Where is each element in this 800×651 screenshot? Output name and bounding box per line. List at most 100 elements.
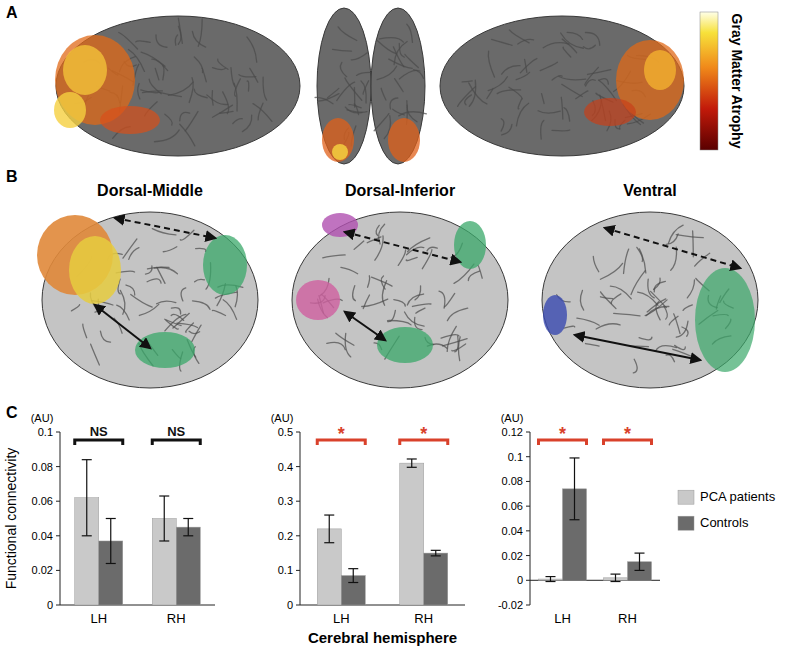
error-bar-stem — [639, 553, 640, 570]
error-bar — [407, 459, 417, 467]
y-tick-label: 0.1 — [278, 564, 293, 576]
brain-sulcus — [601, 292, 616, 309]
brain-sulcus — [559, 77, 586, 80]
brain-sulcus — [129, 248, 139, 260]
brain-sulcus — [564, 108, 570, 121]
brain-sulcus — [247, 37, 257, 62]
brain-region — [63, 45, 107, 95]
error-bar-cap — [159, 495, 169, 496]
brain-sulcus — [580, 290, 583, 310]
brain-sulcus — [377, 66, 396, 79]
brain-sulcus — [156, 35, 167, 47]
error-bar — [82, 460, 92, 536]
error-bar-stem — [86, 460, 87, 536]
brain-region — [695, 268, 755, 372]
error-bar-cap — [611, 574, 621, 575]
brain-sulcus — [516, 103, 528, 126]
brain-sulcus — [196, 248, 206, 251]
brain-sulcus — [381, 276, 385, 289]
error-bar-cap — [348, 582, 358, 583]
brain-sulcus — [676, 321, 688, 337]
brain-sulcus — [338, 27, 357, 41]
brain-sulcus — [408, 238, 430, 252]
y-tick-label: 0.08 — [502, 475, 523, 487]
x-tick-label: RH — [414, 611, 433, 626]
significance-label: * — [559, 424, 566, 444]
error-bar-cap — [183, 518, 193, 519]
brain-region — [644, 50, 676, 90]
error-bar — [611, 574, 621, 581]
significance-label: * — [338, 424, 345, 444]
connection-arrow — [115, 218, 215, 238]
brain-sulcus — [91, 344, 100, 365]
error-bar-cap — [324, 542, 334, 543]
brain-sulcus — [394, 42, 407, 65]
brain-sulcus — [406, 257, 417, 260]
unit-label: (AU) — [31, 412, 54, 424]
brain-sulcus — [218, 59, 228, 69]
brain-sulcus — [186, 323, 194, 332]
brain-sulcus — [154, 130, 179, 142]
error-bar-stem — [550, 577, 551, 582]
brain-sulcus — [671, 247, 677, 270]
error-bar-stem — [435, 550, 436, 556]
brain-sulcus — [341, 267, 358, 273]
brain-sulcus — [157, 267, 165, 283]
brain-sulcus — [340, 62, 346, 76]
error-bar — [635, 553, 645, 570]
brain-sulcus — [562, 84, 583, 96]
brain-sulcus — [585, 32, 599, 45]
brain-sulcus — [213, 68, 226, 70]
brain-region — [332, 144, 348, 160]
brain-sulcus — [645, 300, 667, 316]
brain-sulcus — [468, 271, 479, 280]
brain-sulcus — [538, 111, 560, 113]
brain-sulcus — [147, 279, 161, 283]
bar-chart: 00.10.20.30.40.5LHRH(AU)**Cerebral hemis… — [271, 412, 465, 646]
y-tick-label: 0 — [47, 599, 53, 611]
brain-sulcus — [247, 81, 249, 91]
panel-label: A — [6, 4, 18, 21]
error-bar-cap — [183, 535, 193, 536]
brain-sulcus — [337, 82, 355, 100]
y-tick-label: 0.5 — [278, 426, 293, 438]
y-tick — [526, 530, 530, 531]
connection-arrow — [605, 228, 740, 268]
error-bar — [183, 519, 193, 536]
error-bar-stem — [110, 519, 111, 564]
panel-c: C00.020.040.060.080.1LHRH(AU)NSNSFunctio… — [3, 404, 776, 646]
significance-label: NS — [90, 424, 108, 439]
x-tick-label: RH — [618, 611, 637, 626]
brain-sulcus — [147, 267, 169, 269]
brain-sulcus — [593, 256, 598, 271]
brain-sulcus — [100, 331, 110, 342]
brain-sulcus — [552, 129, 570, 131]
legend-swatch — [678, 516, 694, 530]
y-tick-label: 0.04 — [502, 525, 523, 537]
y-tick — [296, 466, 300, 467]
brain-sulcus — [520, 59, 537, 73]
y-tick — [526, 555, 530, 556]
brain-sulcus — [683, 305, 692, 310]
y-tick — [296, 432, 300, 433]
brain-sulcus — [194, 89, 207, 98]
brain-sulcus — [139, 304, 158, 315]
brain-sulcus — [263, 77, 267, 100]
brain-sulcus — [588, 70, 611, 75]
error-bar-cap — [106, 563, 116, 564]
brain-sulcus — [596, 324, 620, 329]
error-bar-stem — [574, 458, 575, 520]
brain-sulcus — [509, 30, 529, 43]
brain-sulcus — [564, 326, 575, 328]
brain-sulcus — [351, 53, 367, 60]
brain-sulcus — [563, 47, 571, 57]
brain-sulcus — [445, 293, 455, 306]
brain-surface — [542, 212, 758, 388]
unit-label: (AU) — [271, 412, 294, 424]
legend-label: PCA patients — [700, 489, 776, 504]
error-bar-cap — [159, 540, 169, 541]
brain-sulcus — [347, 110, 367, 112]
significance-label: * — [420, 424, 427, 444]
brain-sulcus — [389, 59, 412, 68]
brain-sulcus — [447, 326, 456, 351]
